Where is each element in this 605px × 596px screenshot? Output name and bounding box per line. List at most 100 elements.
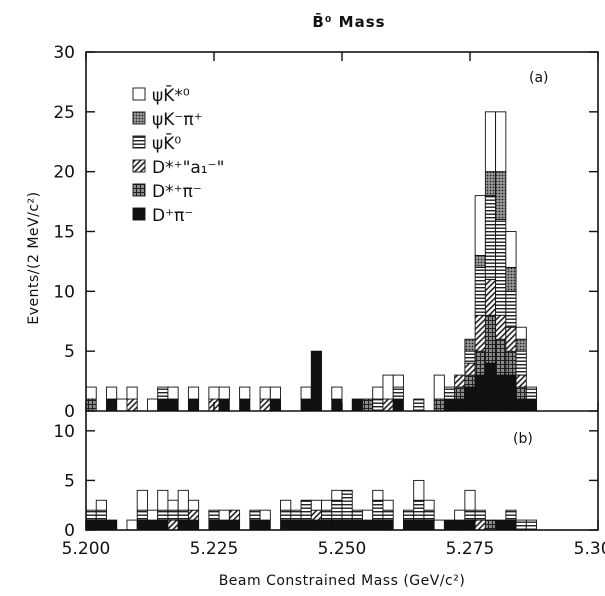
- bar-p0-b24-s1: [454, 386, 466, 400]
- bar-p1-b0-s0: [85, 519, 97, 531]
- bar-p1-b4-s3: [136, 509, 148, 521]
- panel-a-axes: 0 5 10 15 20 25 30: [53, 43, 598, 422]
- bar-p1-b19-s0: [321, 519, 333, 531]
- bar-p0-b29-s0: [505, 374, 517, 412]
- bar-p0-b31-s3: [525, 386, 538, 400]
- bar-p0-b20-s3: [392, 386, 404, 400]
- bar-p0-b19-s2: [382, 398, 394, 412]
- bar-p1-b34-s1: [484, 519, 497, 531]
- bar-p1-b18-s2: [310, 509, 322, 521]
- y-tick-label-p0-4: 20: [53, 163, 75, 183]
- legend-swatch-4: [132, 183, 146, 197]
- panel-b-bars: [85, 479, 538, 531]
- bar-p1-b27-s5: [413, 479, 425, 501]
- bar-p1-b18-s0: [310, 519, 322, 531]
- bar-p0-b29-s4: [505, 266, 517, 292]
- legend-swatch-1: [132, 111, 146, 125]
- bar-p1-b15-s0: [280, 519, 292, 531]
- legend: ψK̄*⁰ ψK⁻π⁺ψK̄⁰ D*⁺"a₁⁻" D*⁺π⁻ D⁺π⁻: [132, 84, 224, 226]
- bar-p0-b4-s5: [146, 398, 159, 412]
- x-axis-label: Beam Constrained Mass (GeV/c²): [219, 573, 466, 589]
- bar-p0-b21-s3: [413, 398, 425, 412]
- bar-p1-b8-s5: [177, 489, 189, 511]
- legend-label-2: ψK̄⁰: [152, 132, 181, 154]
- bar-p0-b23-s3: [443, 386, 456, 400]
- bar-p1-b23-s5: [362, 509, 374, 521]
- legend-label-3: D*⁺"a₁⁻": [152, 158, 224, 178]
- legend-swatch-0: [132, 87, 146, 101]
- bar-p1-b13-s0: [249, 519, 261, 531]
- bar-p1-b15-s3: [280, 509, 292, 521]
- bar-p1-b5-s0: [146, 519, 159, 531]
- bar-p1-b25-s0: [382, 519, 394, 531]
- bar-p0-b24-s2: [454, 374, 466, 388]
- legend-label-4: D*⁺π⁻: [152, 182, 202, 202]
- bar-p0-b19-s5: [382, 374, 394, 400]
- bar-p0-b30-s5: [515, 326, 527, 340]
- chart-title: B̄⁰ Mass: [312, 11, 385, 31]
- bar-p1-b9-s5: [187, 499, 200, 511]
- bar-p0-b6-s5: [167, 386, 179, 400]
- bar-p1-b32-s3: [464, 509, 476, 521]
- bar-p0-b3-s5: [126, 386, 138, 400]
- bar-p1-b28-s0: [423, 519, 435, 531]
- bar-p1-b36-s3: [505, 509, 517, 521]
- bar-p1-b35-s0: [495, 519, 507, 531]
- bar-p1-b24-s5: [372, 489, 384, 501]
- bar-p1-b7-s5: [167, 499, 179, 511]
- legend-label-5: D⁺π⁻: [152, 206, 193, 226]
- bar-p0-b20-s0: [392, 398, 404, 412]
- bar-p0-b26-s1: [474, 350, 486, 376]
- bar-p0-b22-s5: [433, 374, 445, 400]
- bar-p1-b30-s0: [443, 519, 456, 531]
- bar-p0-b27-s4: [484, 171, 497, 197]
- bar-p0-b25-s4: [464, 338, 476, 352]
- bar-p0-b25-s3: [464, 350, 476, 364]
- bar-p1-b32-s5: [464, 489, 476, 511]
- bar-p1-b7-s3: [167, 509, 179, 521]
- bar-p1-b25-s5: [382, 499, 394, 511]
- bar-p0-b11-s5: [259, 386, 271, 400]
- x-tick-label-3: 5.275: [446, 539, 495, 559]
- x-tick-label-2: 5.250: [318, 539, 367, 559]
- bar-p1-b12-s0: [228, 519, 241, 531]
- bar-p0-b28-s3: [495, 219, 507, 316]
- bar-p1-b37-s3: [515, 519, 527, 531]
- bar-p1-b0-s3: [85, 509, 97, 521]
- bar-p1-b21-s0: [341, 519, 353, 531]
- bar-p0-b28-s5: [495, 111, 507, 173]
- y-tick-label-p0-5: 25: [53, 103, 75, 123]
- bar-p0-b2-s5: [116, 398, 128, 412]
- y-tick-label-p0-0: 0: [64, 402, 75, 422]
- bar-p1-b23-s0: [362, 519, 374, 531]
- bar-p0-b30-s1: [515, 386, 527, 400]
- bar-p0-b27-s5: [484, 111, 497, 173]
- bar-p1-b14-s0: [259, 519, 271, 531]
- bar-p0-b26-s0: [474, 374, 486, 412]
- bar-p0-b28-s0: [495, 374, 507, 412]
- bar-p0-b30-s3: [515, 350, 527, 376]
- panel-b-label: (b): [513, 431, 533, 447]
- bar-p0-b30-s4: [515, 338, 527, 352]
- bar-p0-b31-s0: [525, 398, 538, 412]
- bar-p1-b16-s3: [290, 509, 302, 521]
- panel-a-label: (a): [529, 70, 549, 86]
- bar-p1-b17-s3: [300, 499, 312, 521]
- legend-label-1: ψK⁻π⁺: [152, 110, 203, 130]
- bar-p0-b28-s4: [495, 171, 507, 220]
- bar-p0-b15-s0: [331, 398, 343, 412]
- bar-p1-b9-s2: [187, 509, 200, 521]
- bar-p0-b26-s4: [474, 254, 486, 268]
- bar-p1-b29-s5: [433, 519, 445, 531]
- bar-p1-b7-s2: [167, 519, 179, 531]
- y-tick-label-p0-1: 5: [64, 342, 75, 362]
- bar-p0-b23-s0: [443, 398, 456, 412]
- y-tick-label-p0-6: 30: [53, 43, 75, 63]
- bar-p1-b1-s5: [95, 499, 107, 511]
- bar-p1-b11-s0: [218, 519, 230, 531]
- bar-p0-b24-s0: [454, 398, 466, 412]
- bar-p1-b4-s5: [136, 489, 148, 511]
- bar-p1-b19-s3: [321, 509, 333, 521]
- legend-swatch-5: [132, 207, 146, 221]
- bar-p0-b6-s0: [167, 398, 179, 412]
